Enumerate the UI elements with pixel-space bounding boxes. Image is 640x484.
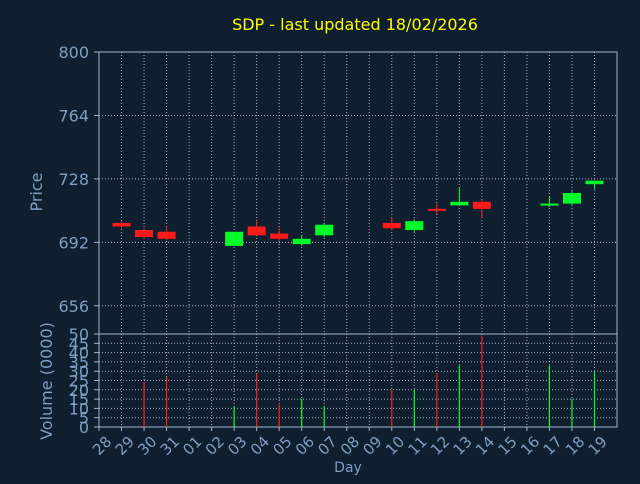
candle-body (225, 231, 244, 246)
candle-body (247, 226, 266, 236)
candle-body (382, 222, 401, 229)
candle-06 (315, 222, 334, 238)
price-axis-label: Price (27, 172, 46, 211)
volume-tick-label: 15 (69, 390, 89, 409)
price-tick-label: 692 (58, 233, 89, 252)
candle-03 (247, 219, 266, 236)
candle-02 (225, 231, 244, 246)
candle-30 (157, 226, 176, 241)
candle-body (585, 180, 604, 185)
candle-body (315, 224, 334, 236)
x-axis-label: Day (334, 460, 362, 476)
price-tick-label: 800 (58, 43, 89, 62)
volume-tick-label: 35 (69, 353, 89, 372)
candle-body (157, 231, 176, 239)
candle-body (472, 201, 491, 209)
candle-body (112, 222, 131, 227)
price-frame (98, 51, 618, 335)
candle-body (562, 193, 581, 204)
candle-body (427, 208, 446, 211)
price-tick-label: 656 (58, 297, 89, 316)
candle-body (450, 201, 469, 206)
candle-09 (382, 217, 401, 231)
volume-tick-label: 20 (69, 381, 89, 400)
candle-18 (585, 180, 604, 190)
volume-tick-label: 40 (69, 344, 89, 363)
candle-17 (562, 191, 581, 206)
volume-tick-label: 30 (69, 362, 89, 381)
candle-10 (405, 219, 424, 232)
candle-body (292, 238, 311, 245)
chart-title: SDP - last updated 18/02/2026 (232, 15, 478, 34)
volume-tick-label: 25 (69, 372, 89, 391)
candle-body (270, 233, 289, 239)
x-tick-labels: 2829303101020304050607080910111213141516… (89, 427, 611, 459)
price-tick-label: 728 (58, 170, 89, 189)
candle-body (540, 203, 559, 206)
price-tick-label: 764 (58, 106, 89, 125)
candle-body (405, 221, 424, 231)
volume-tick-label: 50 (69, 325, 89, 344)
x-tick-label: 19 (585, 433, 611, 459)
candle-28 (112, 221, 131, 229)
volume-tick-label: 10 (69, 399, 89, 418)
volume-tick-label: 5 (79, 409, 89, 428)
volume-tick-label: 0 (79, 418, 89, 437)
candle-16 (540, 196, 559, 208)
candle-04 (270, 228, 289, 241)
volume-frame (98, 333, 618, 428)
price-panel: 800 764 728 692 656 (58, 43, 618, 335)
candle-12 (450, 187, 469, 206)
volume-axis-label: Volume (0000) (37, 322, 56, 440)
candle-11 (427, 203, 446, 215)
volume-tick-label: 45 (69, 334, 89, 353)
candle-13 (472, 200, 491, 218)
candle-29 (135, 228, 154, 239)
candle-body (135, 230, 154, 238)
candle-05 (292, 235, 311, 246)
